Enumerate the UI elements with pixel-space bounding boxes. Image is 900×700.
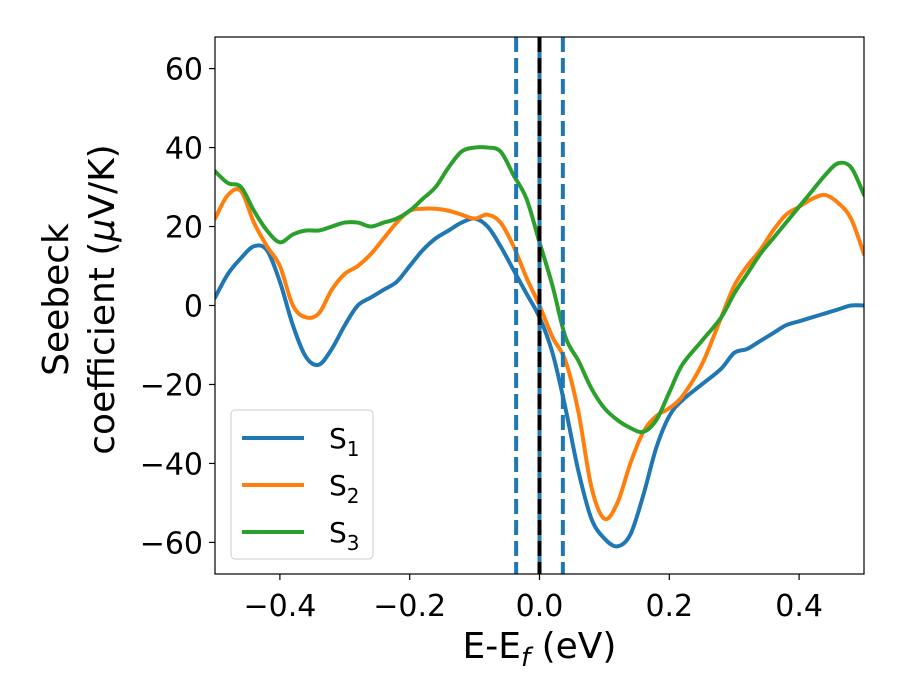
legend-label-s3: S3 <box>329 516 360 555</box>
x-tick-label-2: 0.0 <box>516 589 564 624</box>
y-axis-title-mu: μ <box>82 219 123 243</box>
legend-items: S1 S2 S3 <box>242 422 360 555</box>
series-layer <box>215 145 864 549</box>
series-line-s3 <box>215 145 864 435</box>
y-axis-title-post: V/K) <box>82 144 123 218</box>
y-tick-label-3: 0 <box>184 290 203 325</box>
x-axis-title-main: E-E <box>463 626 521 667</box>
x-tick-label-0: −0.4 <box>243 589 316 624</box>
x-ticks: −0.4 −0.2 0.0 0.2 0.4 <box>243 574 823 624</box>
y-axis-title-pre: coefficient ( <box>82 242 123 455</box>
vertical-lines <box>514 37 565 574</box>
y-axis-title-line1: Seebeck <box>36 223 77 376</box>
x-tick-label-3: 0.2 <box>645 589 693 624</box>
legend-label-s1: S1 <box>329 422 360 461</box>
legend: S1 S2 S3 <box>230 409 374 560</box>
y-ticks: 60 40 20 0 −20 −40 −60 <box>140 53 215 561</box>
y-tick-label-6: −60 <box>140 526 203 561</box>
y-axis-title: Seebeck coefficient (μV/K) <box>36 144 123 454</box>
y-tick-label-0: 60 <box>165 53 203 88</box>
y-axis-title-line2: coefficient (μV/K) <box>82 144 123 454</box>
x-tick-label-4: 0.4 <box>775 589 823 624</box>
y-tick-label-1: 40 <box>165 132 203 167</box>
x-tick-label-1: −0.2 <box>373 589 446 624</box>
x-axis-title-unit: (eV) <box>530 626 616 667</box>
y-tick-label-5: −40 <box>140 447 203 482</box>
legend-label-s2: S2 <box>329 469 360 508</box>
x-axis-title: E-Ef (eV) <box>463 626 617 673</box>
y-tick-label-4: −20 <box>140 368 203 403</box>
series-line-s1 <box>215 216 864 549</box>
series-line-s2 <box>215 187 864 522</box>
y-tick-label-2: 20 <box>165 211 203 246</box>
